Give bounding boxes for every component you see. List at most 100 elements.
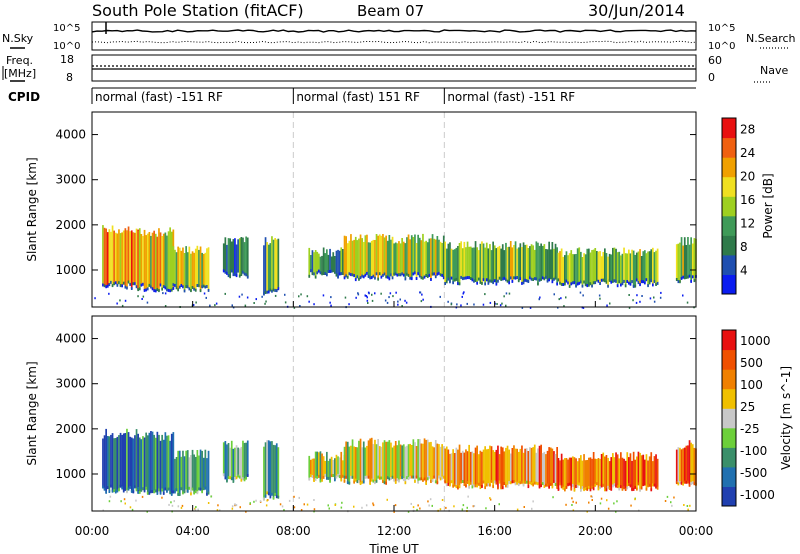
echo-speckle [498,480,501,484]
station-title: South Pole Station (fitACF) [92,1,304,20]
echo-streak [597,458,600,490]
echo-speckle [402,273,405,277]
echo-streak [330,456,333,477]
echo-streak [385,235,387,278]
scatter-point [123,498,126,501]
scatter-point [394,504,397,507]
echo-speckle [383,272,386,276]
echo-speckle [500,486,502,490]
colorbar-swatch [722,349,736,370]
echo-speckle [453,483,456,487]
echo-speckle [369,276,371,280]
echo-streak [354,236,357,281]
echo-streak [414,442,416,482]
echo-speckle [310,474,312,478]
echo-speckle [573,281,576,285]
echo-speckle [623,279,625,283]
echo-streak [245,236,247,276]
echo-speckle [604,488,606,492]
scatter-point [450,303,453,306]
echo-speckle [105,490,107,494]
echo-streak [159,232,162,286]
echo-streak [318,452,320,477]
scatter-point [330,304,332,307]
echo-streak [277,447,280,498]
colorbar-swatch [722,486,736,507]
echo-speckle [186,489,189,493]
echo-streak [640,455,643,489]
echo-speckle [172,286,175,290]
scatter-point [456,303,458,306]
echo-speckle [143,489,146,493]
echo-speckle [191,286,194,289]
echo-speckle [417,480,419,484]
echo-streak [386,441,389,479]
echo-streak [162,439,165,494]
echo-speckle [394,480,397,484]
echo-speckle [129,485,131,489]
scatter-point [168,503,170,506]
echo-speckle [106,486,109,490]
echo-speckle [586,284,589,288]
echo-speckle [463,483,466,486]
echo-streak [342,460,344,477]
scatter-point [194,508,197,511]
scatter-point [397,300,399,303]
echo-speckle [568,482,571,486]
scatter-point [439,295,441,298]
echo-speckle [374,481,376,485]
echo-streak [540,444,542,487]
scatter-point [180,506,183,509]
echo-speckle [608,487,611,490]
x-tick-label: 12:00 [377,524,412,538]
colorbar-label: Velocity [m s^-1] [779,366,793,470]
echo-speckle [653,483,656,487]
echo-streak [186,450,189,492]
echo-streak [687,237,689,278]
echo-speckle [348,481,351,485]
echo-speckle [436,481,439,485]
echo-streak [562,459,565,489]
echo-streak [318,253,320,272]
echo-speckle [535,277,538,281]
echo-speckle [447,277,450,281]
echo-speckle [242,477,244,481]
echo-speckle [177,288,179,292]
echo-streak [348,446,351,484]
echo-streak [564,458,566,491]
echo-streak [380,446,383,479]
echo-speckle [204,285,207,289]
echo-speckle [441,273,443,277]
echo-speckle [369,481,371,485]
echo-speckle [242,270,244,274]
echo-speckle [514,276,517,280]
echo-speckle [410,277,413,281]
echo-speckle [691,275,694,279]
echo-streak [444,448,446,483]
echo-streak [222,243,225,272]
echo-speckle [501,277,504,281]
echo-speckle [548,278,550,282]
echo-streak [353,239,355,277]
echo-streak [602,252,605,281]
echo-streak [647,460,649,487]
echo-speckle [642,483,645,487]
echo-speckle [605,488,608,492]
scatter-point [588,501,590,504]
scatter-point [353,505,355,508]
echo-speckle [240,273,243,276]
colorbar-swatch [722,408,736,429]
echo-speckle [591,485,593,489]
echo-streak [150,431,152,493]
echo-streak [308,247,311,277]
scatter-point [503,295,505,298]
echo-speckle [134,485,136,489]
echo-speckle [461,480,464,483]
echo-speckle [326,273,328,277]
echo-streak [224,237,227,273]
scatter-point [395,291,397,294]
echo-streak [565,251,568,282]
echo-speckle [422,478,424,482]
echo-streak [549,447,552,485]
echo-speckle [570,487,573,491]
